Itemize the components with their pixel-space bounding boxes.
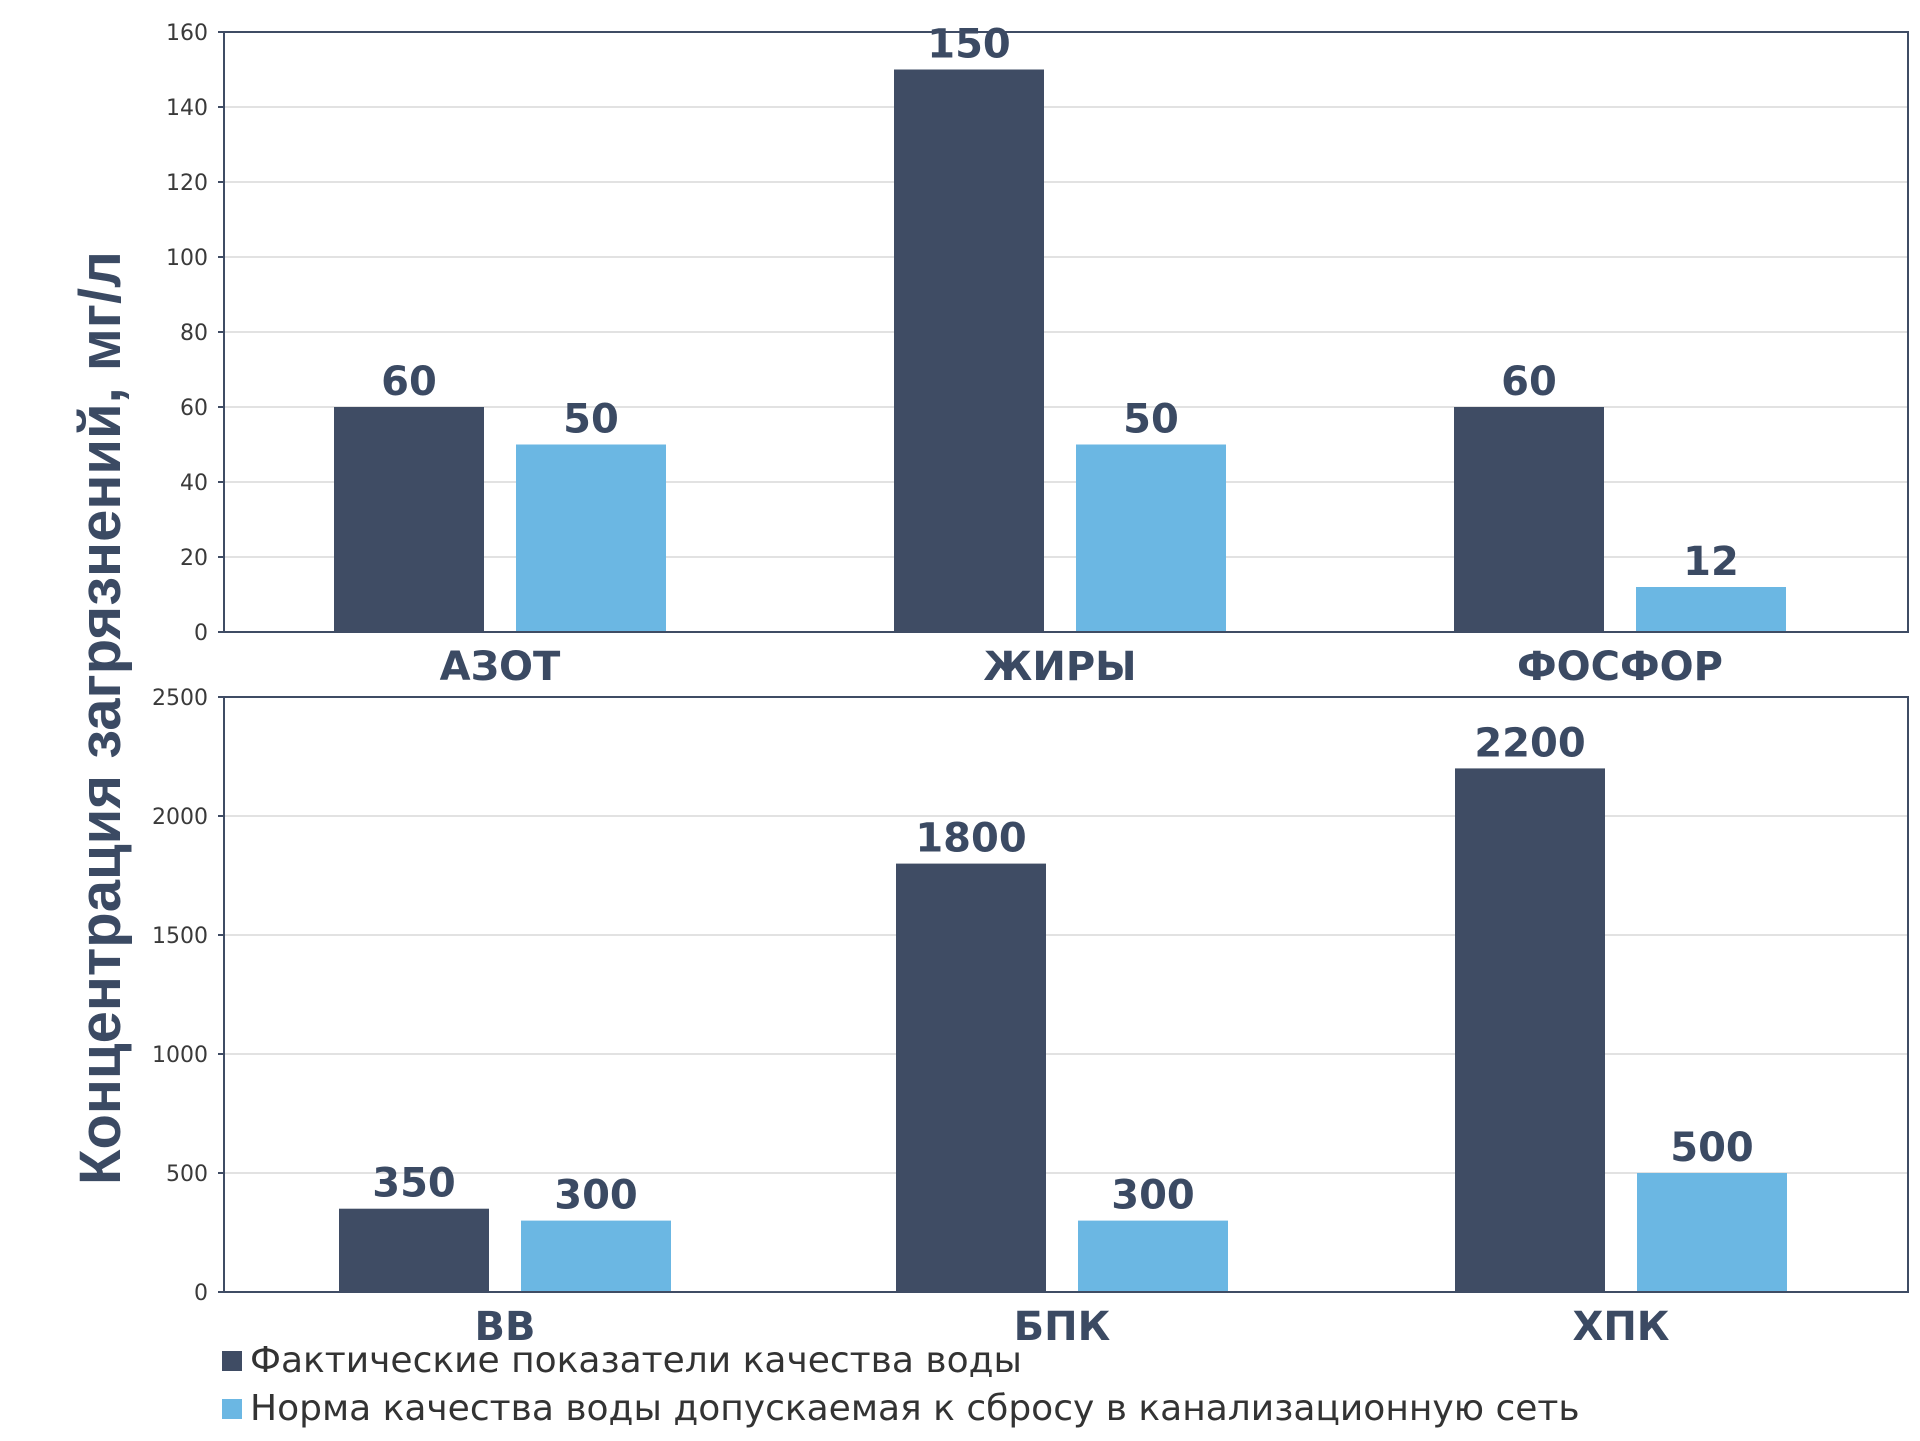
data-label: 12 <box>1683 539 1739 585</box>
plot-frame <box>223 696 1909 1293</box>
data-label: 300 <box>554 1173 638 1219</box>
category-label: БПК <box>1014 1304 1111 1350</box>
y-tick-label: 160 <box>166 21 208 46</box>
y-tick-label: 80 <box>180 321 208 346</box>
bar-norm <box>1637 1173 1787 1292</box>
y-tick-label: 2000 <box>152 805 208 830</box>
category-label: ЖИРЫ <box>983 644 1136 690</box>
bar-actual <box>896 863 1046 1292</box>
y-tick-label: 0 <box>194 1281 208 1306</box>
category-label: ФОСФОР <box>1517 644 1723 690</box>
data-label: 300 <box>1111 1173 1195 1219</box>
legend-label-norm: Норма качества воды допускаемая к сбросу… <box>250 1388 1580 1429</box>
data-label: 60 <box>1501 359 1557 405</box>
category-label: АЗОТ <box>440 644 561 690</box>
bar-norm <box>1076 444 1226 632</box>
bar-actual <box>894 69 1044 632</box>
data-label: 50 <box>1123 397 1179 443</box>
bar-norm <box>1636 587 1786 632</box>
data-label: 60 <box>381 359 437 405</box>
y-tick-label: 0 <box>194 621 208 646</box>
legend-item-norm: Норма качества воды допускаемая к сбросу… <box>222 1388 1580 1429</box>
bar-actual <box>1454 407 1604 632</box>
y-tick-label: 500 <box>166 1162 208 1187</box>
legend-item-actual: Фактические показатели качества воды <box>222 1340 1022 1381</box>
legend-label-actual: Фактические показатели качества воды <box>250 1340 1022 1381</box>
data-label: 2200 <box>1474 720 1585 766</box>
data-label: 150 <box>927 22 1011 68</box>
data-label: 50 <box>563 397 619 443</box>
y-tick-label: 2500 <box>152 686 208 711</box>
bar-actual <box>339 1208 489 1292</box>
y-tick-label: 60 <box>180 396 208 421</box>
y-tick-label: 100 <box>166 246 208 271</box>
y-axis-label: Концентрация загрязнений, мг/л <box>68 251 133 1185</box>
bar-norm <box>521 1220 671 1292</box>
y-tick-label: 20 <box>180 546 208 571</box>
y-tick-label: 140 <box>166 96 208 121</box>
chart-panel-top: 0 20 40 60 80 100 120 140 160 60 50 АЗОТ 150 50 ЖИРЫ 60… <box>166 21 1909 690</box>
bar-norm <box>1078 1220 1228 1292</box>
data-label: 350 <box>372 1161 456 1207</box>
chart-panel-bottom: 0 500 1000 1500 2000 2500 350 300 ВВ 1800 300 БПК 22… <box>152 686 1909 1350</box>
y-tick-label: 1500 <box>152 924 208 949</box>
legend-swatch-actual <box>222 1350 242 1371</box>
category-label: ВВ <box>475 1304 536 1350</box>
y-tick-label: 40 <box>180 471 208 496</box>
data-label: 1800 <box>915 816 1026 862</box>
y-tick-label: 120 <box>166 171 208 196</box>
data-label: 500 <box>1670 1125 1754 1171</box>
y-tick-label: 1000 <box>152 1043 208 1068</box>
legend-swatch-norm <box>222 1398 242 1419</box>
bar-actual <box>334 407 484 632</box>
bar-norm <box>516 444 666 632</box>
bar-actual <box>1455 768 1605 1292</box>
category-label: ХПК <box>1572 1304 1669 1350</box>
